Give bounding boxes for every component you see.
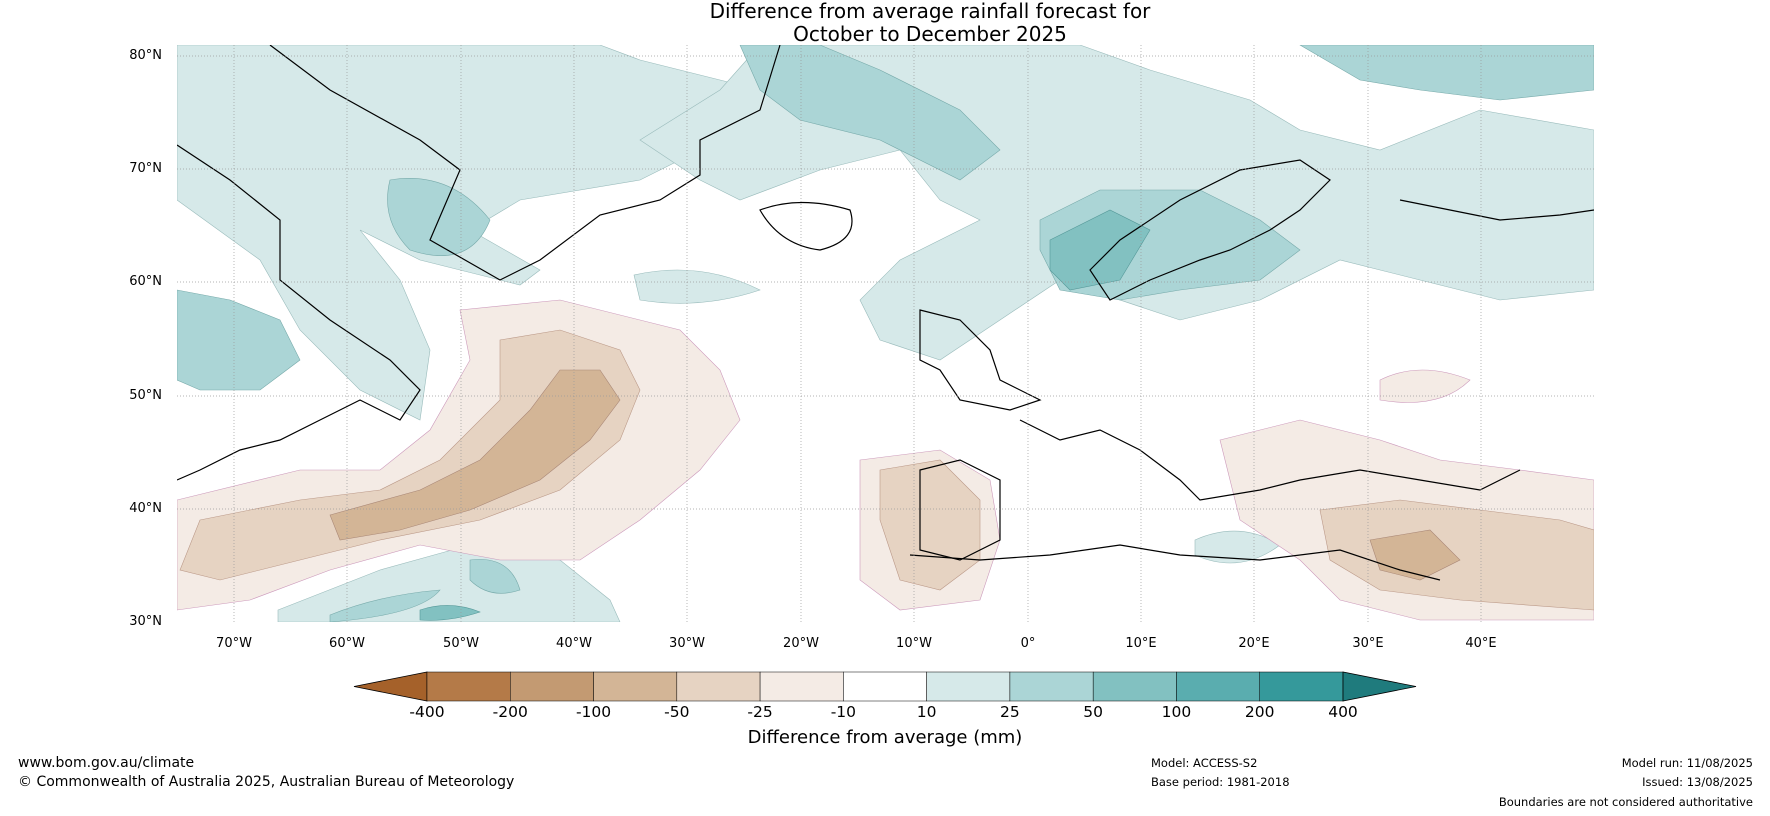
colorbar-segment [1259,671,1344,702]
lon-label-10e: 10°E [1125,636,1157,651]
lat-label-80n: 80°N [129,48,162,63]
colorbar-tick-label: -50 [664,703,690,721]
lat-label-50n: 50°N [129,388,162,403]
lon-label-20e: 20°E [1238,636,1270,651]
lon-label-60w: 60°W [329,636,365,651]
wet-anomaly-strong [419,209,1151,621]
map-area [177,45,1594,622]
lon-label-30w: 30°W [669,636,705,651]
title-line-1: Difference from average rainfall forecas… [709,0,1151,23]
lat-label-60n: 60°N [129,274,162,289]
footer-copyright: © Commonwealth of Australia 2025, Austra… [18,774,515,790]
title-line-2: October to December 2025 [793,22,1067,46]
colorbar-segment [843,671,927,702]
lon-label-0: 0° [1020,636,1036,651]
colorbar-segment [426,671,511,702]
colorbar-tick-label: 100 [1161,703,1192,721]
colorbar-tick-label: 10 [916,703,937,721]
coastlines [177,45,1594,581]
footer-base-period: Base period: 1981-2018 [1151,775,1290,789]
colorbar-extend-high [1342,671,1417,702]
lon-label-40e: 40°E [1465,636,1497,651]
colorbar-tick-label: -200 [492,703,528,721]
colorbar-segment [593,671,678,702]
colorbar-tick-label: 25 [1000,703,1020,721]
colorbar-tick-label: -400 [409,703,445,721]
colorbar [353,671,1417,702]
colorbar-title: Difference from average (mm) [747,727,1023,748]
colorbar-segment [1009,671,1094,702]
colorbar-tick-label: -10 [830,703,857,721]
lon-label-20w: 20°W [783,636,819,651]
footer-website: www.bom.gov.au/climate [18,755,195,771]
lon-label-50w: 50°W [443,636,479,651]
footer-issued: Issued: 13/08/2025 [1642,775,1753,789]
colorbar-segment [926,671,1011,702]
map-title: Difference from average rainfall forecas… [0,0,1770,46]
lon-label-10w: 10°W [896,636,932,651]
colorbar-segment [676,671,761,702]
colorbar-tick-label: 400 [1328,703,1358,721]
lon-label-30e: 30°E [1352,636,1384,651]
lat-label-70n: 70°N [129,161,162,176]
footer-model-run: Model run: 11/08/2025 [1621,756,1753,770]
colorbar-segment [759,671,844,702]
lat-label-30n: 30°N [129,614,162,629]
colorbar-extend-low [353,671,428,702]
colorbar-segment [510,671,594,702]
colorbar-segment [1092,671,1177,702]
lon-label-70w: 70°W [216,636,252,651]
colorbar-tick-label: -25 [747,703,773,721]
footer-disclaimer: Boundaries are not considered authoritat… [1498,795,1753,809]
footer-model: Model: ACCESS-S2 [1151,756,1258,770]
colorbar-tick-label: 200 [1244,703,1275,721]
lon-label-40w: 40°W [556,636,592,651]
colorbar-tick-label: -100 [575,703,612,721]
lat-label-40n: 40°N [129,501,162,516]
graticule [177,45,1594,622]
colorbar-tick-label: 50 [1083,703,1104,721]
dry-anomaly-moderate [179,329,1594,611]
colorbar-segment [1176,671,1260,702]
